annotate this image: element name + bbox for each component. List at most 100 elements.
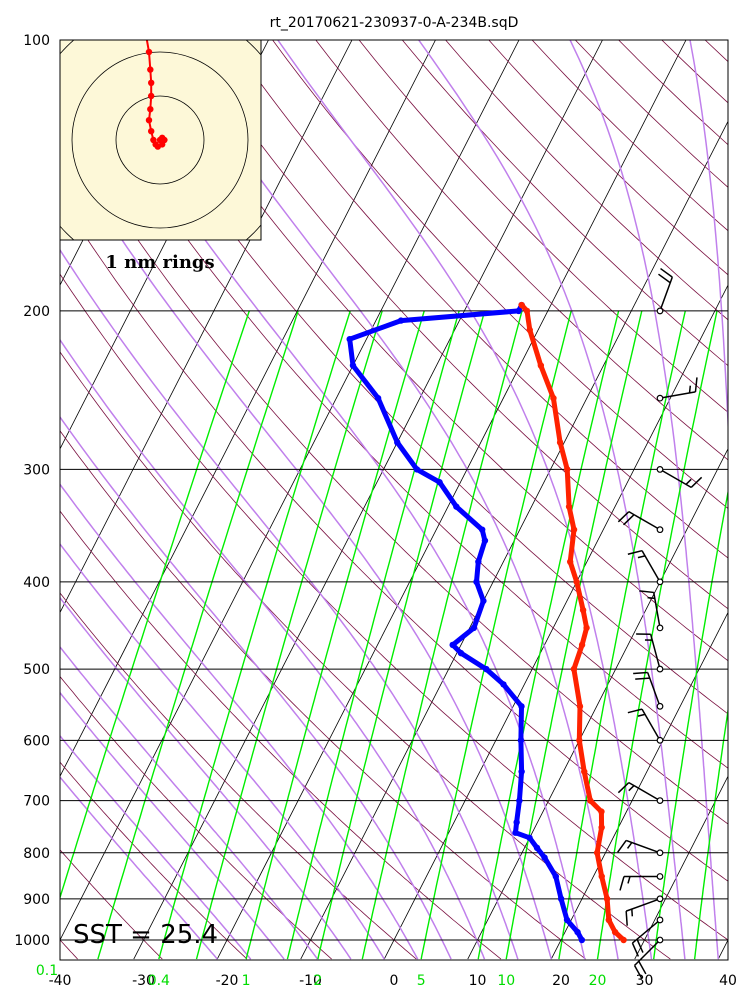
wind-barb [618, 512, 662, 533]
dewpoint-point [482, 537, 488, 543]
hodograph-point [148, 128, 154, 134]
mixing-ratio-line [159, 311, 350, 959]
temperature-point [524, 308, 530, 314]
dewpoint-point [518, 737, 524, 743]
mixing-ratio-label: 10 [497, 973, 515, 989]
x-tick-label: 10 [469, 973, 487, 989]
dewpoint-point [436, 479, 442, 485]
mixing-ratio-label: 2 [313, 973, 322, 989]
wind-barbs [618, 269, 702, 979]
mixing-ratio-line [506, 311, 642, 959]
dewpoint-point [541, 854, 547, 860]
dewpoint-point [500, 681, 506, 687]
temperature-point [538, 362, 544, 368]
temperature-point [518, 302, 524, 308]
dewpoint-point [449, 642, 455, 648]
x-tick-label: -20 [216, 973, 239, 989]
isotherm-line [551, 40, 750, 959]
isotherm-line [0, 40, 18, 959]
temperature-point [567, 559, 573, 565]
hodograph-point [148, 80, 154, 86]
isotherm-line [635, 40, 750, 959]
mixing-ratio-label: 0.1 [36, 963, 58, 979]
wind-barb [618, 840, 663, 855]
y-tick-label: 900 [23, 892, 50, 908]
temperature-point [571, 666, 577, 672]
temperature-point [566, 503, 572, 509]
y-tick-label: 400 [23, 575, 50, 591]
y-tick-label: 600 [23, 733, 50, 749]
hodograph-point [150, 137, 156, 143]
dewpoint-point [579, 937, 585, 943]
hodograph-point [135, 5, 141, 11]
isotherm-line [718, 40, 750, 959]
dewpoint-point [453, 503, 459, 509]
dewpoint-point [458, 650, 464, 656]
dry-adiabat-line [316, 40, 750, 959]
mixing-ratio-line [598, 311, 718, 959]
y-tick-label: 700 [23, 794, 50, 810]
hodograph-point [143, 31, 149, 37]
dewpoint-point [480, 598, 486, 604]
hodograph-point [146, 117, 152, 123]
mixing-ratio-label: 0.4 [148, 973, 170, 989]
y-tick-label: 800 [23, 846, 50, 862]
dry-adiabat-line [446, 40, 750, 959]
hodograph-point [146, 49, 152, 55]
hodograph-point [147, 106, 153, 112]
sst-annotation: SST = 25.4 [73, 920, 218, 950]
dewpoint-point [512, 830, 518, 836]
temperature-point [550, 395, 556, 401]
x-tick-label: 40 [719, 973, 737, 989]
dewpoint-point [564, 917, 570, 923]
dry-adiabat-line [229, 40, 750, 959]
temperature-point [587, 797, 593, 803]
dewpoint-point [394, 439, 400, 445]
x-tick-label: 0 [390, 973, 399, 989]
temperature-point [564, 466, 570, 472]
dewpoint-point [475, 559, 481, 565]
temperature-point [576, 737, 582, 743]
temperature-point [606, 917, 612, 923]
temperature-point [577, 703, 583, 709]
dewpoint-point [574, 929, 580, 935]
temperature-point [620, 937, 626, 943]
dewpoint-point [347, 336, 353, 342]
dewpoint-point [558, 896, 564, 902]
y-tick-label: 500 [23, 662, 50, 678]
y-tick-label: 100 [23, 33, 50, 49]
hodograph-point [148, 93, 154, 99]
temperature-point [612, 929, 618, 935]
temperature-point [557, 439, 563, 445]
dewpoint-point [516, 797, 522, 803]
dewpoint-point [350, 362, 356, 368]
temperature-point [599, 873, 605, 879]
dry-adiabat-line [662, 40, 750, 959]
temperature-point [581, 768, 587, 774]
temperature-point [594, 850, 600, 856]
mixing-ratio-label: 5 [417, 973, 426, 989]
temperature-point [598, 808, 604, 814]
dewpoint-point [479, 526, 485, 532]
temperature-point [571, 526, 577, 532]
hodograph-point [133, 0, 139, 2]
temperature-point [580, 607, 586, 613]
mixing-ratio-line [287, 311, 459, 959]
dewpoint-point [375, 395, 381, 401]
dewpoint-point [513, 819, 519, 825]
temperature-point [604, 896, 610, 902]
hodograph-inset [28, 0, 292, 272]
dewpoint-point [473, 579, 479, 585]
dewpoint-point [515, 308, 521, 314]
mixing-ratio-line [98, 311, 298, 959]
y-tick-label: 200 [23, 304, 50, 320]
hodograph-rings-label: 1 nm rings [105, 252, 214, 273]
temperature-point [598, 824, 604, 830]
mixing-ratio-lines [41, 311, 750, 959]
dewpoint-point [518, 768, 524, 774]
mixing-ratio-label: 20 [589, 973, 607, 989]
dewpoint-point [398, 317, 404, 323]
